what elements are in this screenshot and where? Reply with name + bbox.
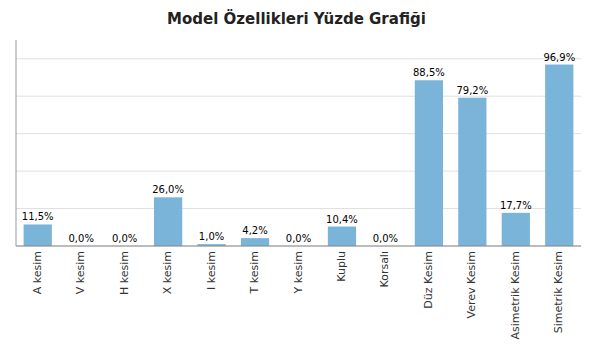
data-label: 11,5% xyxy=(22,211,54,222)
data-label: 17,7% xyxy=(500,200,532,211)
data-label: 96,9% xyxy=(543,52,575,63)
y-axis-line xyxy=(16,40,17,246)
x-tick-label: Kuplu xyxy=(335,251,348,282)
x-tick-label: Y kesim xyxy=(292,251,305,294)
data-label: 79,2% xyxy=(456,85,488,96)
title: Model Özellikleri Yüzde Grafiği xyxy=(167,9,426,28)
x-tick-label: Simetrik Kesim xyxy=(552,251,565,333)
x-tick-label: V kesim xyxy=(74,251,87,294)
data-label: 0,0% xyxy=(112,233,137,244)
data-label: 26,0% xyxy=(152,184,184,195)
bar xyxy=(154,197,182,246)
bar xyxy=(328,227,356,246)
data-label: 4,2% xyxy=(242,225,267,236)
grid xyxy=(16,59,581,246)
data-label: 1,0% xyxy=(199,231,224,242)
bar xyxy=(458,98,486,246)
bar xyxy=(24,224,52,246)
x-tick-label: I kesim xyxy=(205,251,218,290)
x-tick-label: Düz Kesim xyxy=(422,251,435,309)
x-tick-label: Verev Kesim xyxy=(465,251,478,318)
grid-line xyxy=(16,171,581,172)
data-label: 0,0% xyxy=(286,233,311,244)
grid-line xyxy=(16,246,581,247)
bar xyxy=(502,213,530,246)
chart-svg: Model Özellikleri Yüzde Grafiği 11,5% 0,0%… xyxy=(0,0,593,344)
bars xyxy=(24,65,574,246)
x-tick-label: Asimetrik Kesim xyxy=(509,251,522,340)
bar xyxy=(241,238,269,246)
data-labels: 11,5% 0,0% 0,0% 26,0% 1,0% 4,2% 0,0% 10,4% 0,0% 8… xyxy=(22,52,575,244)
grid-line xyxy=(16,208,581,209)
grid-line xyxy=(16,96,581,97)
grid-line xyxy=(16,133,581,134)
chart-container: Model Özellikleri Yüzde Grafiği 11,5% 0,0%… xyxy=(0,0,593,344)
x-tick-label: T kesim xyxy=(248,251,261,294)
data-label: 0,0% xyxy=(68,233,93,244)
x-tick-label: H kesim xyxy=(118,251,131,295)
x-tick-label: A kesim xyxy=(31,251,44,294)
grid-line xyxy=(16,58,581,59)
x-tick-labels: A kesim V kesim H kesim X kesim I kesim T kes… xyxy=(31,251,566,340)
x-tick-label: X kesim xyxy=(161,251,174,294)
bar xyxy=(545,65,573,246)
bar xyxy=(415,80,443,246)
x-axis-line xyxy=(16,246,581,247)
x-tick-label: Korsalı xyxy=(378,251,391,288)
data-label: 0,0% xyxy=(373,233,398,244)
data-label: 10,4% xyxy=(326,214,358,225)
data-label: 88,5% xyxy=(413,67,445,78)
